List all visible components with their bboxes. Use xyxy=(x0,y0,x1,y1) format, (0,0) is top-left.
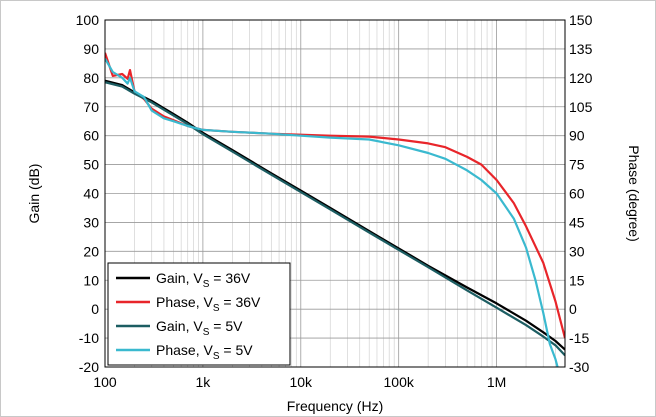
series-layer xyxy=(105,52,565,367)
y-right-tick-label: 15 xyxy=(569,272,585,288)
series-line-1 xyxy=(105,79,565,351)
y-left-tick-label: 10 xyxy=(83,272,99,288)
legend-label-1: Gain, VS = 36V xyxy=(156,270,251,290)
y-axis-left-label: Gain (dB) xyxy=(26,164,42,224)
y-right-tick-label: 45 xyxy=(569,214,585,230)
y-axis-right-label: Phase (degree) xyxy=(626,145,642,242)
y-right-tick-label: 90 xyxy=(569,128,585,144)
y-left-tick-label: 50 xyxy=(83,157,99,173)
y-right-tick-label: -15 xyxy=(569,330,589,346)
y-left-tick-label: 100 xyxy=(76,12,100,28)
series-line-4 xyxy=(105,58,559,367)
y-left-tick-label: 80 xyxy=(83,70,99,86)
x-tick-labels: 100 1k 10k 100k 1M xyxy=(93,374,506,390)
y-right-tick-label: 150 xyxy=(569,12,593,28)
legend-label-2: Phase, VS = 36V xyxy=(156,294,261,314)
y-right-tick-label: 30 xyxy=(569,243,585,259)
x-tick-label: 10k xyxy=(289,374,313,390)
y-right-tick-label: 135 xyxy=(569,41,593,57)
y-left-tick-label: 0 xyxy=(91,301,99,317)
x-tick-label: 100 xyxy=(93,374,117,390)
y-right-tick-label: 105 xyxy=(569,99,593,115)
y-right-tick-label: 0 xyxy=(569,301,577,317)
y-right-tick-label: 120 xyxy=(569,70,593,86)
legend-label-4: Phase, VS = 5V xyxy=(156,342,253,362)
legend-box xyxy=(107,262,291,366)
x-tick-label: 1k xyxy=(195,374,211,390)
y-left-tick-label: 30 xyxy=(83,214,99,230)
legend-label-3: Gain, VS = 5V xyxy=(156,318,243,338)
y-left-tick-label: 90 xyxy=(83,41,99,57)
plot-border xyxy=(104,19,566,368)
y-left-tick-label: -10 xyxy=(79,330,99,346)
x-tick-label: 100k xyxy=(384,374,415,390)
x-axis-label: Frequency (Hz) xyxy=(287,398,383,414)
y-left-tick-label: 70 xyxy=(83,99,99,115)
y-right-tick-label: 60 xyxy=(569,186,585,202)
y-left-tick-label: 20 xyxy=(83,243,99,259)
series-line-3 xyxy=(105,81,565,357)
y-left-tick-label: 60 xyxy=(83,128,99,144)
y-right-tick-label: 75 xyxy=(569,157,585,173)
legend: Gain, VS = 36V Phase, VS = 36V Gain, VS = … xyxy=(107,262,291,366)
y-right-tick-label: -30 xyxy=(569,359,589,375)
y-left-tick-label: 40 xyxy=(83,186,99,202)
y-left-tick-label: -20 xyxy=(79,359,99,375)
x-tick-label: 1M xyxy=(487,374,506,390)
